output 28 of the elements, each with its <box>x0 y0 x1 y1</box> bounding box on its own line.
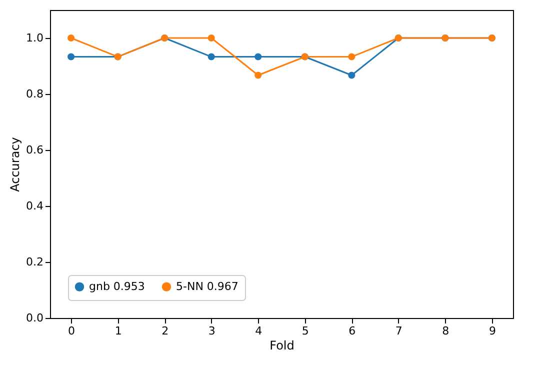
x-tick-label: 7 <box>395 324 402 338</box>
legend-label: 5-NN 0.967 <box>176 280 238 293</box>
point <box>208 53 215 60</box>
y-tick-label: 0.4 <box>26 200 44 212</box>
x-tick-label: 2 <box>162 324 169 338</box>
point <box>68 53 75 60</box>
x-tick-label: 6 <box>348 324 356 338</box>
y-tick-label: 0.2 <box>26 256 44 268</box>
x-axis-title: Fold <box>270 338 294 352</box>
y-tick-label: 0.6 <box>26 144 44 156</box>
x-tick-label: 5 <box>302 324 309 338</box>
point <box>348 53 356 60</box>
x-tick-label: 8 <box>442 324 450 338</box>
x-tick-label: 1 <box>114 324 122 338</box>
point <box>68 34 75 42</box>
x-tick-label: 9 <box>488 324 496 338</box>
legend-label: gnb 0.953 <box>89 280 145 293</box>
y-tick-label: 0.8 <box>26 88 44 100</box>
x-tick-label: 4 <box>255 324 262 338</box>
y-tick-label: 1.0 <box>26 32 44 44</box>
point <box>348 72 356 79</box>
x-tick-label: 3 <box>208 324 216 338</box>
x-tick-label: 0 <box>68 324 76 338</box>
y-tick-label: 0.0 <box>26 312 44 324</box>
point <box>254 53 262 60</box>
point <box>254 72 262 79</box>
y-axis-title: Accuracy <box>8 137 22 192</box>
point <box>208 34 215 42</box>
